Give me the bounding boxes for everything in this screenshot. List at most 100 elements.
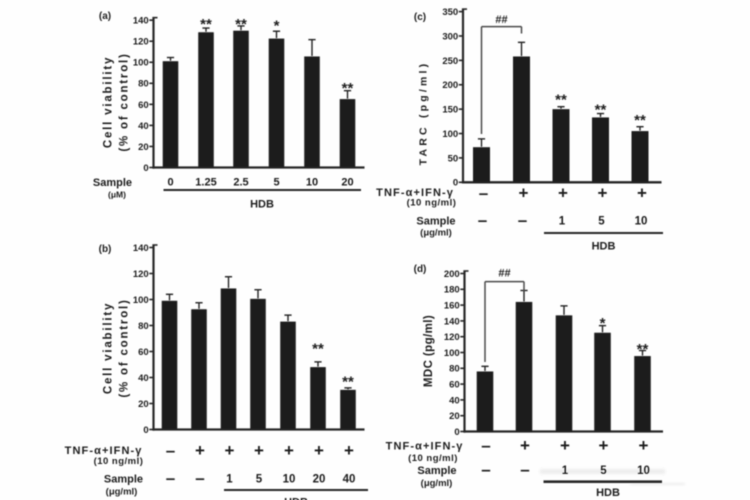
svg-text:20: 20 xyxy=(449,411,460,422)
svg-text:+: + xyxy=(599,436,609,455)
svg-text:*: * xyxy=(600,315,606,332)
svg-text:1: 1 xyxy=(226,474,233,486)
svg-text:Cell viability: Cell viability xyxy=(103,56,115,148)
svg-text:0: 0 xyxy=(454,427,459,438)
svg-text:120: 120 xyxy=(133,269,149,280)
svg-text:+: + xyxy=(254,441,264,460)
svg-text:**: ** xyxy=(342,374,354,391)
svg-text:160: 160 xyxy=(444,301,460,312)
svg-text:(10 ng/ml): (10 ng/ml) xyxy=(94,456,144,467)
svg-text:+: + xyxy=(637,184,647,203)
svg-text:(μg/ml): (μg/ml) xyxy=(106,487,138,498)
svg-text:120: 120 xyxy=(133,37,149,48)
svg-text:60: 60 xyxy=(138,100,149,111)
svg-text:20: 20 xyxy=(138,399,149,410)
svg-text:Sample: Sample xyxy=(416,215,455,227)
svg-text:(d): (d) xyxy=(414,264,427,275)
svg-text:(% of control): (% of control) xyxy=(119,52,131,151)
svg-text:–: – xyxy=(166,469,175,488)
svg-text:40: 40 xyxy=(138,121,149,132)
svg-text:5: 5 xyxy=(600,465,607,477)
svg-text:100: 100 xyxy=(133,58,149,69)
svg-text:0: 0 xyxy=(143,425,148,436)
svg-text:**: ** xyxy=(637,341,649,358)
svg-text:200: 200 xyxy=(444,269,460,280)
svg-text:(μM): (μM) xyxy=(108,190,126,200)
svg-text:TARC (pg/ml): TARC (pg/ml) xyxy=(418,61,430,166)
svg-text:20: 20 xyxy=(341,177,353,189)
svg-text:##: ## xyxy=(498,268,510,280)
svg-text:10: 10 xyxy=(283,474,296,486)
svg-text:+: + xyxy=(639,436,649,455)
svg-text:Sample: Sample xyxy=(93,177,132,189)
svg-text:(10 ng/ml): (10 ng/ml) xyxy=(407,198,457,209)
svg-text:+: + xyxy=(519,184,529,203)
svg-text:**: ** xyxy=(342,80,354,97)
svg-text:0: 0 xyxy=(143,163,148,174)
svg-text:140: 140 xyxy=(133,243,149,254)
svg-text:200: 200 xyxy=(442,80,458,91)
svg-text:+: + xyxy=(558,184,568,203)
svg-text:1.25: 1.25 xyxy=(195,177,216,189)
svg-text:350: 350 xyxy=(442,7,458,18)
svg-text:–: – xyxy=(479,184,488,203)
svg-text:5: 5 xyxy=(598,215,605,227)
svg-text:+: + xyxy=(520,436,530,455)
svg-text:–: – xyxy=(166,441,175,460)
svg-text:+: + xyxy=(314,441,324,460)
svg-text:2.5: 2.5 xyxy=(233,177,248,189)
svg-text:**: ** xyxy=(312,341,324,358)
svg-text:–: – xyxy=(481,460,490,479)
svg-text:5: 5 xyxy=(273,177,279,189)
svg-text:+: + xyxy=(225,441,235,460)
svg-text:**: ** xyxy=(595,102,607,119)
svg-text:##: ## xyxy=(495,14,507,26)
svg-text:HDB: HDB xyxy=(284,497,308,500)
svg-text:+: + xyxy=(560,436,570,455)
svg-text:80: 80 xyxy=(138,321,149,332)
svg-text:0: 0 xyxy=(453,178,458,189)
svg-text:140: 140 xyxy=(444,316,460,327)
svg-text:HDB: HDB xyxy=(250,199,274,211)
svg-text:10: 10 xyxy=(306,177,318,189)
svg-text:10: 10 xyxy=(635,215,648,227)
svg-text:**: ** xyxy=(634,112,646,129)
svg-text:60: 60 xyxy=(138,347,149,358)
svg-text:180: 180 xyxy=(444,285,460,296)
svg-text:+: + xyxy=(598,184,608,203)
svg-text:(10 ng/ml): (10 ng/ml) xyxy=(408,453,458,464)
svg-text:–: – xyxy=(195,469,204,488)
svg-text:**: ** xyxy=(235,16,247,33)
svg-text:40: 40 xyxy=(138,373,149,384)
svg-text:–: – xyxy=(518,211,527,230)
svg-text:140: 140 xyxy=(133,16,149,27)
svg-text:20: 20 xyxy=(138,142,149,153)
svg-text:(% of control): (% of control) xyxy=(119,298,131,397)
svg-text:(μg/ml): (μg/ml) xyxy=(420,228,452,239)
svg-text:50: 50 xyxy=(448,153,459,164)
svg-text:–: – xyxy=(478,211,487,230)
svg-text:–: – xyxy=(481,436,490,455)
svg-text:TNF-α+IFN-γ: TNF-α+IFN-γ xyxy=(376,187,454,199)
svg-text:+: + xyxy=(195,441,205,460)
svg-text:20: 20 xyxy=(313,474,326,486)
svg-text:Sample: Sample xyxy=(417,465,456,477)
svg-text:(μg/ml): (μg/ml) xyxy=(421,478,453,489)
svg-text:*: * xyxy=(274,18,280,35)
svg-text:100: 100 xyxy=(444,348,460,359)
svg-text:100: 100 xyxy=(442,129,458,140)
svg-text:+: + xyxy=(344,441,354,460)
svg-text:5: 5 xyxy=(256,474,263,486)
svg-text:Cell viability: Cell viability xyxy=(103,302,115,394)
svg-text:1: 1 xyxy=(562,465,569,477)
svg-text:250: 250 xyxy=(442,56,458,67)
svg-text:**: ** xyxy=(555,92,567,109)
svg-text:100: 100 xyxy=(133,295,149,306)
svg-text:60: 60 xyxy=(449,380,460,391)
svg-text:120: 120 xyxy=(444,332,460,343)
svg-text:(b): (b) xyxy=(99,244,112,255)
svg-text:TNF-α+IFN-γ: TNF-α+IFN-γ xyxy=(65,445,143,457)
svg-text:80: 80 xyxy=(449,364,460,375)
svg-text:+: + xyxy=(284,441,294,460)
svg-text:150: 150 xyxy=(442,105,458,116)
